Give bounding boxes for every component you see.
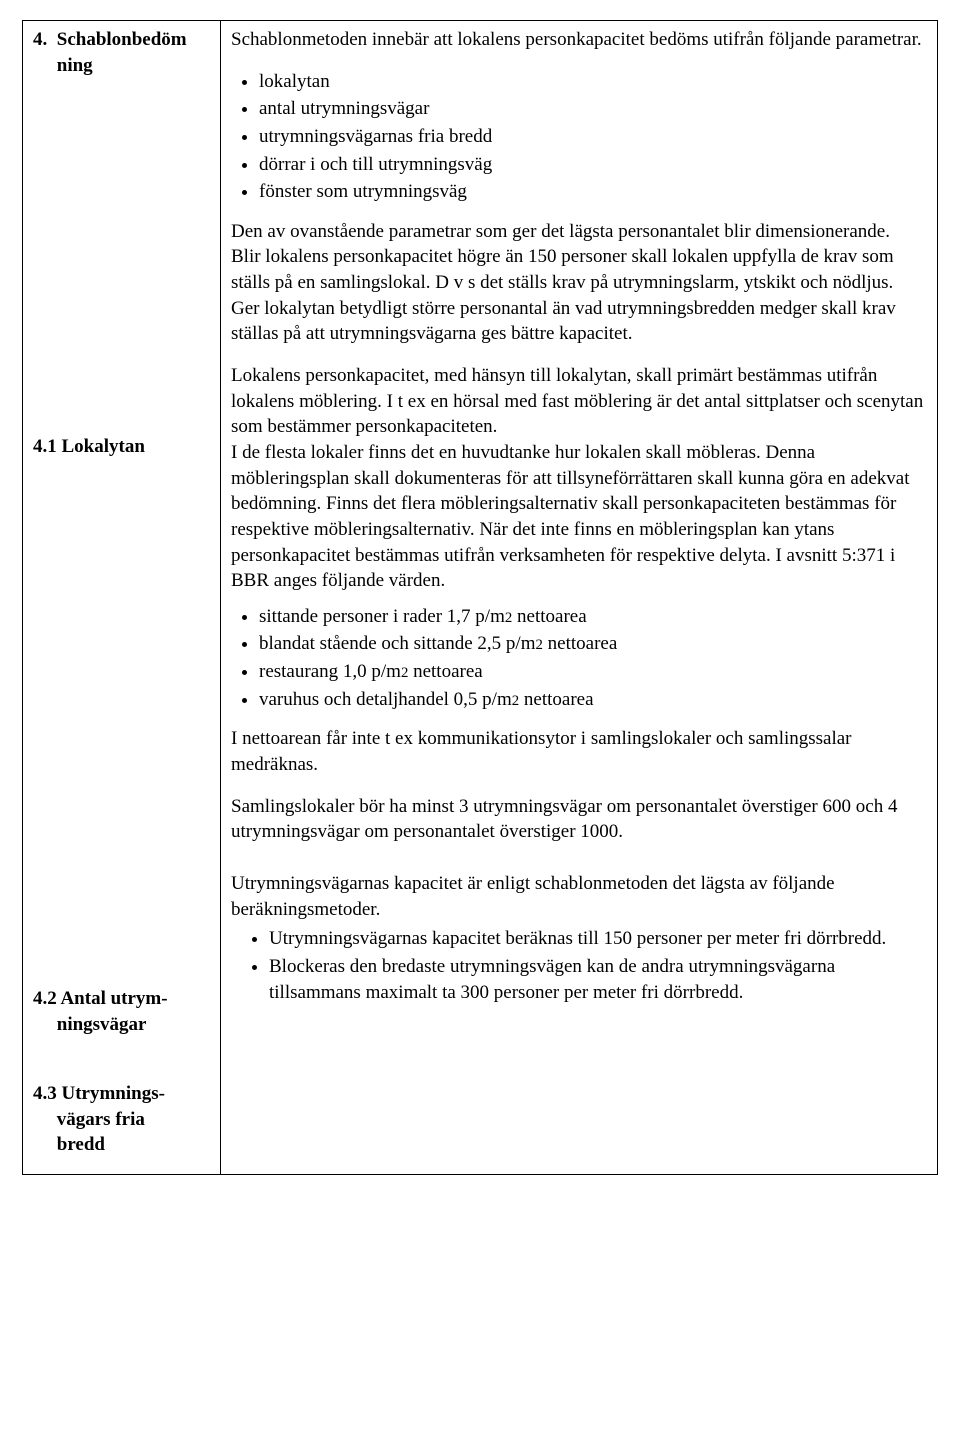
list-item-text: nettoarea — [408, 661, 482, 682]
intro-paragraph: Schablonmetoden innebär att lokalens per… — [231, 27, 927, 53]
list-item: fönster som utrymningsväg — [259, 179, 927, 205]
heading-4: 4. Schablonbedöm ning — [33, 27, 210, 78]
heading-4-2: 4.2 Antal utrym- ningsvägar — [33, 986, 210, 1037]
list-item-text: restaurang 1,0 p/m — [259, 661, 401, 682]
document-page: 4. Schablonbedöm ning 4.1 Lokalytan 4.2 … — [0, 0, 960, 1454]
parameter-list: lokalytan antal utrymningsvägar utrymnin… — [231, 69, 927, 205]
list-item-text: sittande personer i rader 1,7 p/m — [259, 606, 505, 627]
document-table: 4. Schablonbedöm ning 4.1 Lokalytan 4.2 … — [22, 20, 938, 1175]
list-item: blandat stående och sittande 2,5 p/m2 ne… — [259, 631, 927, 657]
list-item: antal utrymningsvägar — [259, 96, 927, 122]
calc-method-list: Utrymningsvägarnas kapacitet beräknas ti… — [231, 926, 927, 1005]
body-paragraph: Utrymningsvägarnas kapacitet är enligt s… — [231, 871, 927, 922]
spacer — [33, 466, 210, 986]
list-item-text: nettoarea — [512, 606, 586, 627]
subscript: 2 — [535, 637, 542, 653]
list-item: dörrar i och till utrymningsväg — [259, 152, 927, 178]
heading-4-2-line2: ningsvägar — [57, 1014, 147, 1035]
body-paragraph: Ger lokalytan betydligt större personant… — [231, 296, 927, 347]
list-item-text: nettoarea — [543, 633, 617, 654]
density-list: sittande personer i rader 1,7 p/m 2 netto… — [231, 604, 927, 713]
heading-4-text-line1: Schablonbedöm — [57, 29, 187, 50]
spacer — [231, 861, 927, 871]
heading-4-1: 4.1 Lokalytan — [33, 434, 210, 460]
heading-4-3-line3: bredd — [57, 1134, 105, 1155]
heading-4-3-line1: 4.3 Utrymnings- — [33, 1083, 165, 1104]
right-column: Schablonmetoden innebär att lokalens per… — [221, 21, 938, 1175]
heading-4-3-line2: vägars fria — [57, 1109, 145, 1130]
body-paragraph: Lokalens personkapacitet, med hänsyn til… — [231, 363, 927, 440]
body-paragraph: Blir lokalens personkapacitet högre än 1… — [231, 244, 927, 295]
body-paragraph: Samlingslokaler bör ha minst 3 utrymning… — [231, 794, 927, 845]
list-item-text: varuhus och detaljhandel 0,5 p/m — [259, 689, 512, 710]
spacer — [33, 84, 210, 304]
list-item-text: blandat stående och sittande 2,5 p/m — [259, 633, 535, 654]
list-item: lokalytan — [259, 69, 927, 95]
list-item-text: nettoarea — [519, 689, 593, 710]
list-item: utrymningsvägarnas fria bredd — [259, 124, 927, 150]
heading-4-3: 4.3 Utrymnings- vägars fria bredd — [33, 1081, 210, 1158]
heading-4-2-line1: 4.2 Antal utrym- — [33, 988, 168, 1009]
list-item: sittande personer i rader 1,7 p/m2 netto… — [259, 604, 927, 630]
body-paragraph: Den av ovanstående parametrar som ger de… — [231, 219, 927, 245]
body-paragraph: I nettoarean får inte t ex kommunikation… — [231, 726, 927, 777]
spacer — [33, 304, 210, 434]
heading-4-num: 4. — [33, 29, 47, 50]
spacer — [33, 1043, 210, 1081]
body-paragraph: I de flesta lokaler finns det en huvudta… — [231, 440, 927, 594]
heading-4-text-line2: ning — [57, 55, 93, 76]
list-item: restaurang 1,0 p/m2 nettoarea — [259, 659, 927, 685]
list-item: varuhus och detaljhandel 0,5 p/m2 nettoa… — [259, 687, 927, 713]
left-column: 4. Schablonbedöm ning 4.1 Lokalytan 4.2 … — [23, 21, 221, 1175]
list-item: Utrymningsvägarnas kapacitet beräknas ti… — [269, 926, 927, 952]
list-item: Blockeras den bredaste utrymningsvägen k… — [269, 954, 927, 1005]
